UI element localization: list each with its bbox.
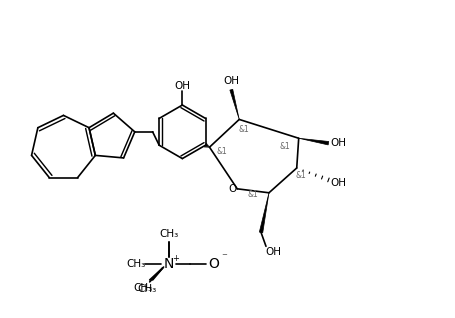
Text: O: O: [208, 257, 219, 271]
Polygon shape: [259, 193, 268, 233]
Text: &1: &1: [216, 147, 226, 156]
Text: CH₃: CH₃: [126, 259, 145, 269]
Text: OH: OH: [329, 178, 346, 188]
Text: O: O: [228, 184, 236, 194]
Text: &1: &1: [238, 125, 249, 134]
Text: OH: OH: [223, 76, 239, 86]
Text: N: N: [163, 257, 173, 271]
Text: CH₃: CH₃: [137, 284, 156, 294]
Text: &1: &1: [295, 171, 305, 180]
Polygon shape: [298, 138, 328, 145]
Text: ⁻: ⁻: [221, 252, 227, 262]
Text: +: +: [172, 254, 178, 263]
Text: OH: OH: [329, 138, 346, 148]
Polygon shape: [229, 89, 239, 120]
Text: CH₃: CH₃: [133, 283, 152, 293]
Text: &1: &1: [279, 142, 289, 151]
Text: OH: OH: [174, 81, 190, 91]
Text: CH₃: CH₃: [158, 229, 178, 239]
Text: &1: &1: [247, 190, 258, 199]
Text: OH: OH: [264, 247, 280, 257]
